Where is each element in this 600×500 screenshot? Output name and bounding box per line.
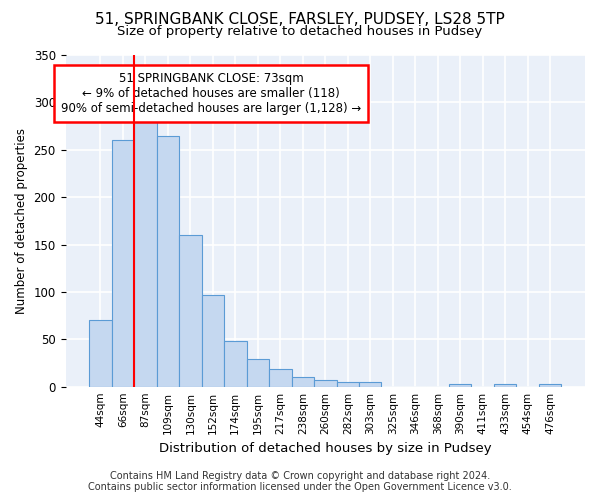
Bar <box>134 109 157 386</box>
Bar <box>247 359 269 386</box>
Y-axis label: Number of detached properties: Number of detached properties <box>15 128 28 314</box>
Bar <box>494 384 517 386</box>
Bar <box>224 341 247 386</box>
X-axis label: Distribution of detached houses by size in Pudsey: Distribution of detached houses by size … <box>159 442 491 455</box>
Bar <box>202 295 224 386</box>
Text: 51 SPRINGBANK CLOSE: 73sqm
← 9% of detached houses are smaller (118)
90% of semi: 51 SPRINGBANK CLOSE: 73sqm ← 9% of detac… <box>61 72 361 114</box>
Bar <box>314 380 337 386</box>
Bar <box>112 140 134 386</box>
Bar <box>89 320 112 386</box>
Bar <box>292 377 314 386</box>
Bar <box>337 382 359 386</box>
Bar <box>269 368 292 386</box>
Bar <box>359 382 382 386</box>
Bar <box>179 235 202 386</box>
Text: Contains HM Land Registry data © Crown copyright and database right 2024.
Contai: Contains HM Land Registry data © Crown c… <box>88 471 512 492</box>
Bar <box>539 384 562 386</box>
Text: 51, SPRINGBANK CLOSE, FARSLEY, PUDSEY, LS28 5TP: 51, SPRINGBANK CLOSE, FARSLEY, PUDSEY, L… <box>95 12 505 28</box>
Bar <box>157 136 179 386</box>
Text: Size of property relative to detached houses in Pudsey: Size of property relative to detached ho… <box>118 25 482 38</box>
Bar <box>449 384 472 386</box>
